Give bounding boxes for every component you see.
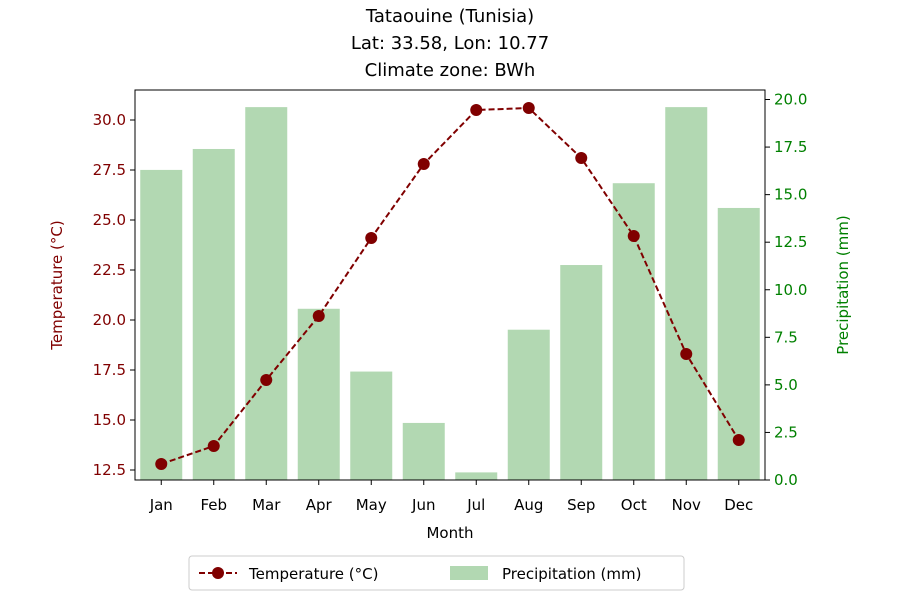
month-tick-label: Oct bbox=[621, 496, 647, 514]
temperature-tick-label: 25.0 bbox=[93, 211, 126, 229]
precipitation-bar-jan bbox=[140, 169, 183, 480]
precipitation-bar-mar bbox=[245, 107, 288, 480]
temperature-tick-label: 30.0 bbox=[93, 111, 126, 129]
precipitation-tick-label: 15.0 bbox=[774, 186, 807, 204]
month-tick-label: Jul bbox=[466, 496, 485, 514]
temperature-tick-label: 20.0 bbox=[93, 311, 126, 329]
legend: Temperature (°C) Precipitation (mm) bbox=[188, 555, 685, 591]
month-tick-label: Mar bbox=[252, 496, 281, 514]
legend-temperature-label: Temperature (°C) bbox=[248, 565, 378, 583]
precipitation-tick-label: 10.0 bbox=[774, 281, 807, 299]
title-line-2: Lat: 33.58, Lon: 10.77 bbox=[351, 33, 549, 54]
precipitation-tick-label: 7.5 bbox=[774, 328, 798, 346]
temperature-point-aug bbox=[522, 102, 535, 114]
month-tick-label: Jun bbox=[411, 496, 435, 514]
temperature-point-feb bbox=[207, 440, 220, 452]
precipitation-tick-label: 0.0 bbox=[774, 471, 798, 489]
precipitation-bar-sep bbox=[560, 265, 603, 480]
legend-precipitation-label: Precipitation (mm) bbox=[502, 565, 641, 583]
month-tick-label: Aug bbox=[514, 496, 543, 514]
month-tick-label: Feb bbox=[200, 496, 227, 514]
month-tick-label: May bbox=[356, 496, 387, 514]
legend-temperature-marker bbox=[212, 567, 224, 579]
precipitation-axis: 0.0 2.5 5.0 7.5 10.0 12.5 15.0 17.5 20.0 bbox=[765, 91, 807, 489]
precipitation-tick-label: 12.5 bbox=[774, 233, 807, 251]
precipitation-tick-label: 2.5 bbox=[774, 423, 798, 441]
precipitation-bar-nov bbox=[665, 107, 708, 480]
month-tick-label: Dec bbox=[724, 496, 753, 514]
temperature-point-may bbox=[365, 232, 378, 244]
precipitation-bar-apr bbox=[297, 308, 340, 480]
precipitation-bar-may bbox=[350, 371, 393, 480]
y-axis-left-label: Temperature (°C) bbox=[48, 220, 66, 350]
temperature-axis: 12.5 15.0 17.5 20.0 22.5 25.0 27.5 30.0 bbox=[93, 111, 135, 479]
month-tick-label: Sep bbox=[567, 496, 595, 514]
precipitation-bar-jun bbox=[402, 422, 445, 480]
month-tick-label: Apr bbox=[306, 496, 333, 514]
chart-title: Tataouine (Tunisia) Lat: 33.58, Lon: 10.… bbox=[351, 6, 549, 81]
plot-frame bbox=[134, 89, 766, 481]
precipitation-bar-jul bbox=[455, 472, 498, 480]
precipitation-tick-label: 17.5 bbox=[774, 138, 807, 156]
temperature-line bbox=[155, 102, 745, 470]
temperature-point-mar bbox=[260, 374, 273, 386]
y-axis-right-label: Precipitation (mm) bbox=[834, 215, 852, 354]
precipitation-tick-label: 5.0 bbox=[774, 376, 798, 394]
temperature-point-dec bbox=[732, 434, 745, 446]
precipitation-bar-aug bbox=[507, 329, 550, 480]
temperature-point-jan bbox=[155, 458, 168, 470]
legend-precipitation-swatch bbox=[450, 566, 488, 580]
month-tick-label: Nov bbox=[672, 496, 701, 514]
temperature-point-jul bbox=[470, 104, 483, 116]
month-axis: Jan Feb Mar Apr May Jun Jul Aug Sep Oct Nov Dec bbox=[149, 480, 753, 514]
title-line-1: Tataouine (Tunisia) bbox=[365, 6, 534, 27]
temperature-tick-label: 15.0 bbox=[93, 411, 126, 429]
temperature-series-line bbox=[160, 106, 740, 465]
temperature-point-sep bbox=[575, 152, 588, 164]
temperature-tick-label: 22.5 bbox=[93, 261, 126, 279]
temperature-point-apr bbox=[312, 310, 325, 322]
temperature-point-oct bbox=[627, 230, 640, 242]
precipitation-bar-feb bbox=[192, 148, 235, 480]
temperature-tick-label: 12.5 bbox=[93, 461, 126, 479]
temperature-point-nov bbox=[680, 348, 693, 360]
temperature-point-jun bbox=[417, 158, 430, 170]
x-axis-label: Month bbox=[426, 524, 473, 542]
precipitation-tick-label: 20.0 bbox=[774, 91, 807, 109]
precipitation-bar-oct bbox=[612, 183, 655, 480]
precipitation-bars bbox=[140, 107, 760, 480]
title-line-3: Climate zone: BWh bbox=[365, 60, 536, 81]
legend-box bbox=[188, 555, 685, 591]
temperature-tick-label: 27.5 bbox=[93, 161, 126, 179]
temperature-tick-label: 17.5 bbox=[93, 361, 126, 379]
month-tick-label: Jan bbox=[149, 496, 173, 514]
